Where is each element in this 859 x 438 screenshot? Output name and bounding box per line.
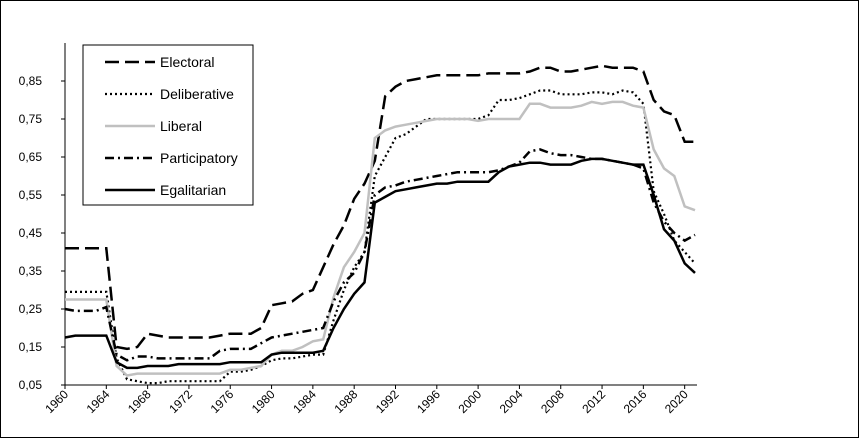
legend-label: Participatory <box>160 150 238 166</box>
series-line <box>65 100 696 377</box>
y-tick-label: 0,75 <box>19 112 43 126</box>
y-tick-label: 0,85 <box>19 74 43 88</box>
y-tick-label: 0,05 <box>19 378 43 392</box>
y-tick-label: 0,45 <box>19 226 43 240</box>
legend-label: Electoral <box>160 54 214 70</box>
legend-label: Egalitarian <box>160 182 226 198</box>
series-line <box>65 89 696 385</box>
y-tick-label: 0,25 <box>19 302 43 316</box>
y-tick-label: 0,65 <box>19 150 43 164</box>
y-tick-label: 0,15 <box>19 340 43 354</box>
y-tick-label: 0,55 <box>19 188 43 202</box>
legend-label: Deliberative <box>160 86 234 102</box>
series-line <box>64 157 696 370</box>
series-line <box>65 64 695 351</box>
legend-label: Liberal <box>160 118 202 134</box>
y-tick-label: 0,35 <box>19 264 43 278</box>
